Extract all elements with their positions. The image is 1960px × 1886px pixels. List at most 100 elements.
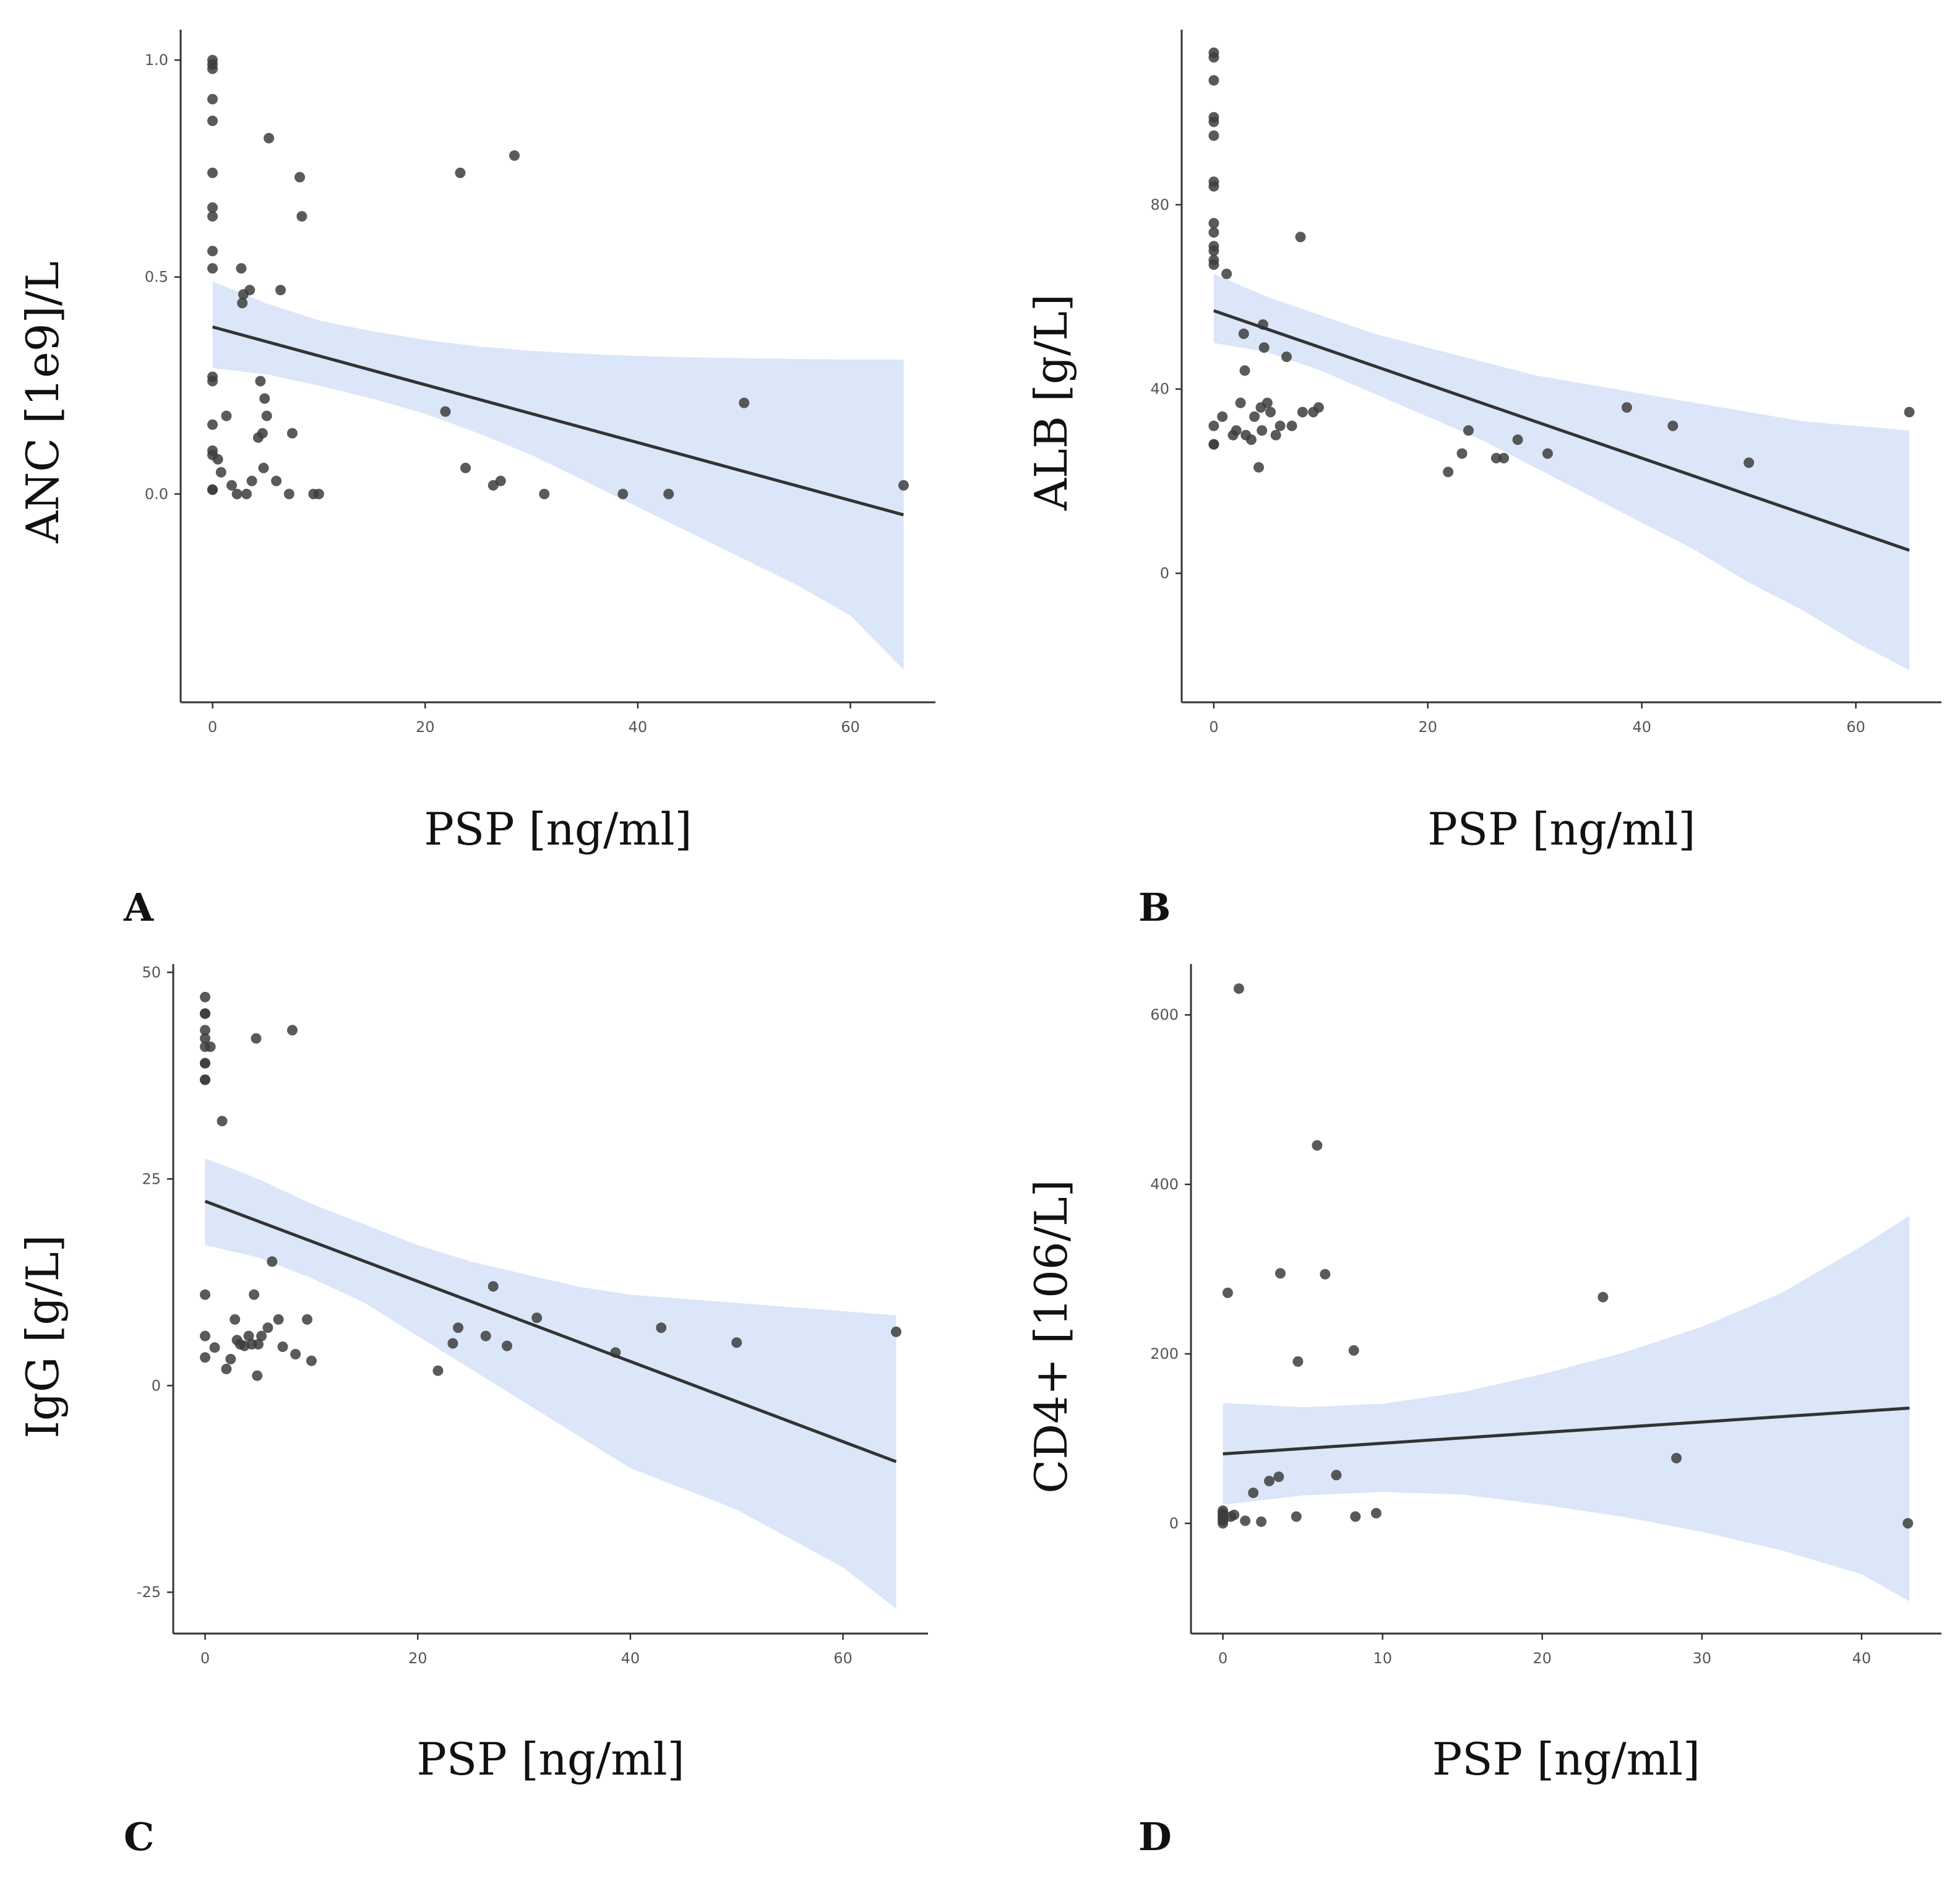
x-tick-label: 20 [1419,718,1438,736]
data-point-10 [1233,983,1244,994]
data-point-50 [617,488,629,499]
data-point-25 [241,488,252,499]
data-point-7 [1208,181,1219,192]
data-point-11 [1208,245,1219,256]
x-tick-label: 60 [1846,718,1865,736]
panel-label: B [1138,885,1171,930]
data-point-26 [244,285,256,296]
data-point-51 [1743,457,1755,468]
data-point-49 [539,488,550,499]
data-point-43 [1456,448,1468,459]
y-tick-label: 0.5 [145,269,168,286]
data-point-2 [1208,75,1219,86]
data-point-37 [1286,420,1297,431]
data-point-25 [251,1033,262,1044]
data-point-3 [207,93,218,105]
data-point-11 [200,1330,210,1341]
data-point-4 [200,1033,210,1044]
data-point-29 [255,376,266,387]
data-point-4 [1208,116,1219,127]
data-point-14 [209,1342,220,1353]
x-tick-label: 0 [1218,1650,1227,1667]
data-point-11 [1240,1515,1251,1526]
data-point-16 [221,1364,232,1374]
data-point-47 [1512,434,1523,446]
data-point-30 [257,428,268,439]
data-point-19 [1312,1140,1323,1151]
data-point-47 [891,1326,901,1337]
data-point-35 [302,1314,312,1325]
data-point-1 [1208,52,1219,63]
data-point-41 [1313,402,1324,413]
data-point-32 [277,1341,288,1352]
data-point-42 [502,1340,512,1351]
data-point-39 [1297,407,1308,418]
data-point-21 [1331,1470,1342,1481]
data-point-27 [246,475,257,486]
data-point-17 [1217,411,1228,422]
data-point-7 [200,1057,210,1069]
data-point-37 [432,1365,444,1376]
data-point-24 [1370,1508,1382,1518]
x-tick-label: 40 [621,1650,640,1667]
data-point-27 [1253,462,1264,473]
data-point-17 [212,454,223,465]
data-point-28 [256,1330,267,1341]
data-point-0 [200,991,210,1002]
data-point-9 [1229,1509,1240,1520]
data-point-44 [1463,425,1474,436]
x-tick-label: 0 [200,1650,210,1667]
data-point-46 [1498,452,1510,463]
data-point-26 [1249,411,1260,422]
data-point-33 [1265,407,1276,418]
x-tick-label: 0 [208,718,217,736]
data-point-48 [509,150,520,161]
data-point-45 [460,462,471,473]
data-point-19 [221,410,232,421]
data-point-44 [455,167,466,178]
data-point-38 [286,428,298,439]
x-tick-label: 20 [408,1650,428,1667]
data-point-34 [290,1349,301,1359]
data-point-10 [200,1289,210,1300]
panel-a: 0 20 40 60 0.0 0.5 1.0 PSP [ng/ml] ANC [1e9]/L A [17,30,935,930]
data-point-40 [480,1330,491,1341]
data-point-16 [1208,439,1219,450]
data-point-18 [1221,269,1232,280]
data-point-33 [261,410,272,421]
data-point-6 [207,202,218,213]
data-point-9 [207,263,218,274]
x-tick-label: 10 [1373,1650,1392,1667]
data-point-38 [447,1338,458,1349]
regression-line [204,1200,897,1463]
y-tick-label: 40 [1150,381,1169,398]
data-point-30 [267,1256,278,1267]
data-point-36 [306,1355,317,1366]
data-point-52 [739,397,750,408]
data-point-26 [252,1370,263,1381]
data-point-31 [273,1314,284,1325]
x-axis-title: PSP [ng/ml] [1427,803,1695,855]
data-point-15 [217,1116,228,1127]
data-point-22 [236,263,247,274]
regression-line [1223,1406,1910,1456]
data-point-15 [1273,1471,1284,1483]
data-point-8 [1208,218,1219,229]
y-tick-label: 0 [1160,565,1169,582]
data-point-4 [207,115,218,126]
data-point-45 [1491,452,1502,463]
data-point-29 [262,1322,273,1333]
panel-b: 0 20 40 60 0 40 80 PSP [ng/ml] ALB [g/L] B [1025,30,1941,930]
data-point-35 [1274,420,1286,431]
regression-line [212,325,905,517]
y-axis-title: ALB [g/L] [1025,294,1077,511]
y-tick-label: 1.0 [145,51,168,69]
data-point-6 [1218,1505,1229,1516]
data-point-33 [287,1025,298,1036]
confidence-band [1213,273,1910,670]
data-point-36 [275,285,286,296]
panel-label: D [1138,1814,1172,1859]
data-point-38 [1295,231,1306,243]
data-point-45 [656,1322,667,1333]
y-axis-title: ANC [1e9]/L [17,261,69,543]
